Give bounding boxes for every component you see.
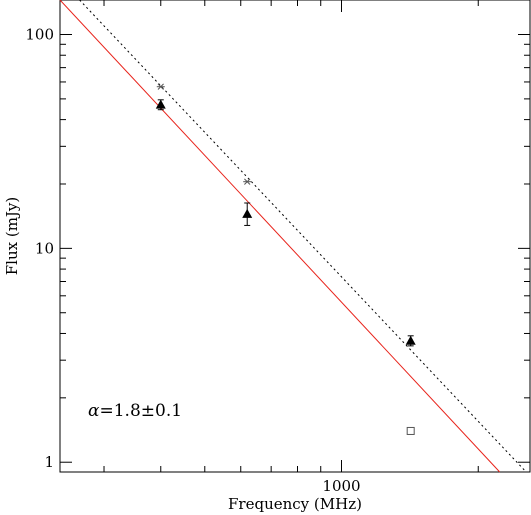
- asterisk-point: [243, 178, 252, 185]
- y-axis-label: Flux (mJy): [3, 197, 21, 276]
- alpha-symbol: α: [88, 401, 100, 421]
- plot-frame: [59, 0, 531, 473]
- triangle-point: [155, 99, 166, 109]
- y-tick-label: 1: [44, 453, 54, 471]
- square-point: [406, 426, 415, 435]
- y-tick-label: 100: [25, 26, 54, 44]
- alpha-annotation: α=1.8±0.1: [88, 401, 182, 421]
- asterisk-stroke: [244, 178, 251, 185]
- x-tick-label: 1000: [322, 477, 360, 495]
- asterisk-point: [156, 83, 165, 90]
- alpha-value: =1.8±0.1: [99, 401, 182, 421]
- asterisk-stroke: [157, 83, 164, 90]
- dotted-fit-line: [79, 0, 527, 473]
- x-axis-label: Frequency (MHz): [228, 495, 362, 513]
- red-fit-line: [59, 0, 501, 473]
- axis-ticks: [60, 0, 530, 472]
- fit-lines: [59, 0, 527, 473]
- data-points: [155, 83, 416, 435]
- triangle-point: [242, 208, 253, 218]
- triangle-point: [405, 335, 416, 345]
- tick-labels: 1 10 100 1000: [25, 26, 360, 495]
- y-tick-label: 10: [35, 239, 54, 257]
